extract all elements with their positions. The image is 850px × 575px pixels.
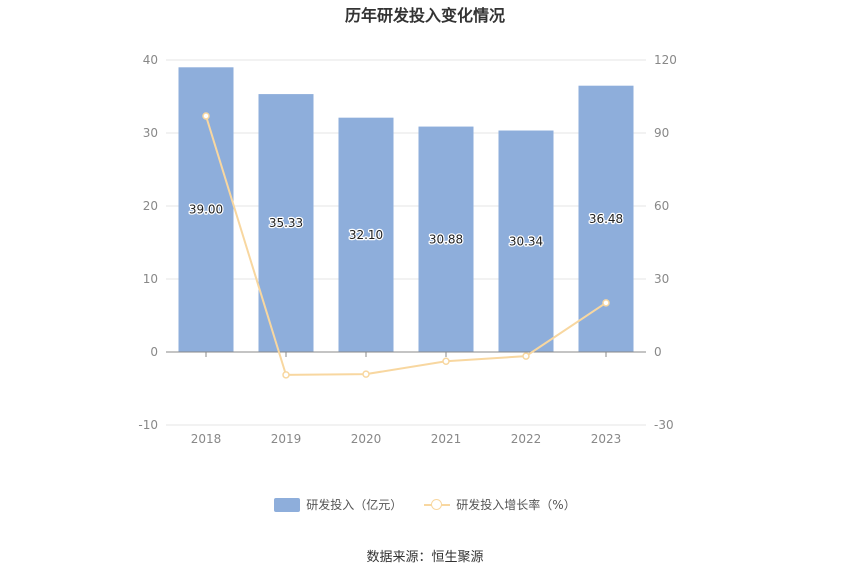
bar: [578, 85, 634, 353]
legend-line-label: 研发投入增长率（%）: [456, 498, 576, 512]
bar-labels: 39.00 35.33 32.10 30.88 30.34 36.48: [188, 201, 625, 249]
bar: [418, 126, 474, 353]
bar-value-label: 30.88: [429, 232, 463, 246]
legend-line-swatch: [424, 498, 451, 512]
chart-title: 历年研发投入变化情况: [344, 6, 505, 25]
line-series: [202, 112, 610, 379]
bar-value-label: 36.48: [589, 212, 623, 226]
growth-point: [602, 299, 610, 307]
grid-lines: [166, 59, 646, 426]
growth-point: [282, 371, 290, 379]
legend-item-bar[interactable]: 研发投入（亿元）: [274, 496, 402, 513]
right-axis-ticks: -30 0 30 60 90 120: [654, 53, 677, 432]
x-axis-tick-label: 2023: [591, 432, 622, 446]
growth-point: [522, 352, 530, 360]
right-axis-tick-label: 120: [654, 53, 677, 67]
left-axis-tick-label: 30: [143, 126, 158, 140]
bar: [498, 130, 554, 352]
growth-point: [202, 112, 210, 120]
left-axis-tick-label: 0: [150, 345, 158, 359]
right-axis-tick-label: -30: [654, 418, 674, 432]
bar: [258, 94, 314, 352]
left-axis-tick-label: -10: [138, 418, 158, 432]
bar-value-label: 39.00: [189, 203, 223, 217]
growth-point: [362, 370, 370, 378]
bar-value-label: 35.33: [269, 216, 303, 230]
legend-bar-label: 研发投入（亿元）: [306, 498, 403, 512]
bar-series: [178, 67, 634, 353]
x-axis-tick-label: 2022: [511, 432, 542, 446]
left-axis-tick-label: 20: [143, 199, 158, 213]
x-axis: 2018 2019 2020 2021 2022 2023: [166, 351, 646, 446]
legend-bar-swatch: [274, 497, 301, 512]
bar: [338, 117, 394, 352]
x-axis-tick-label: 2019: [271, 432, 302, 446]
right-axis-tick-label: 90: [654, 126, 669, 140]
legend-item-line[interactable]: 研发投入增长率（%）: [424, 496, 576, 513]
growth-point: [442, 357, 450, 365]
right-axis-tick-label: 30: [654, 272, 669, 286]
bar-value-label: 32.10: [349, 228, 383, 242]
left-axis-tick-label: 40: [143, 53, 158, 67]
bar-value-label: 30.34: [509, 234, 543, 248]
x-axis-tick-label: 2018: [191, 432, 222, 446]
left-axis-ticks: -10 0 10 20 30 40: [138, 53, 158, 432]
legend: 研发投入（亿元） 研发投入增长率（%）: [0, 496, 850, 513]
left-axis-tick-label: 10: [143, 272, 158, 286]
growth-line: [205, 115, 607, 376]
right-axis-tick-label: 0: [654, 345, 662, 359]
x-axis-tick-label: 2020: [351, 432, 382, 446]
data-source: 数据来源：恒生聚源: [366, 550, 484, 565]
right-axis-tick-label: 60: [654, 199, 669, 213]
x-axis-tick-label: 2021: [431, 432, 462, 446]
